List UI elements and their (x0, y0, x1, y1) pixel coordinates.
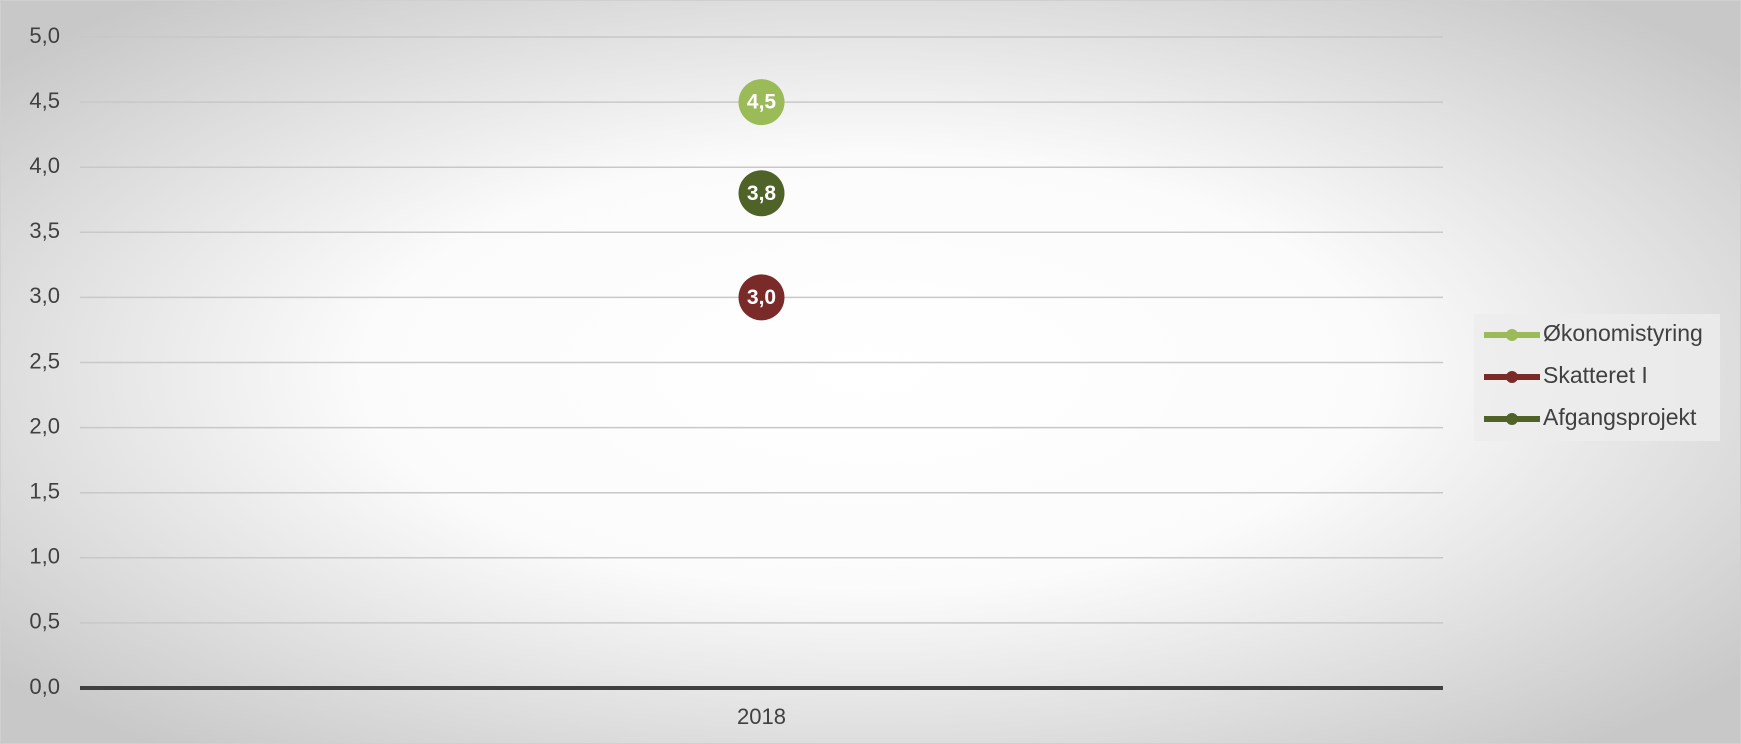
data-label: 4,5 (747, 91, 777, 114)
y-tick-label: 2,0 (29, 413, 60, 438)
y-tick-label: 5,0 (29, 23, 60, 48)
legend-marker (1506, 413, 1518, 425)
legend-marker (1506, 371, 1518, 383)
y-tick-label: 0,5 (29, 609, 60, 634)
y-tick-label: 1,5 (29, 479, 60, 504)
y-tick-label: 3,5 (29, 218, 60, 243)
point (738, 274, 785, 321)
y-tick-label: 1,0 (29, 544, 60, 569)
point (738, 79, 785, 126)
y-tick-label: 3,0 (29, 283, 60, 308)
legend-marker (1506, 329, 1518, 341)
y-tick-label: 0,0 (29, 674, 60, 699)
data-label: 3,0 (747, 286, 776, 309)
y-tick-label: 2,5 (29, 348, 60, 373)
y-tick-label: 4,0 (29, 153, 60, 178)
x-tick-label: 2018 (737, 704, 786, 729)
legend-label: Afgangsprojekt (1543, 404, 1697, 430)
point (738, 170, 785, 217)
y-tick-label: 4,5 (29, 88, 60, 113)
data-label: 3,8 (747, 182, 777, 205)
legend-label: Skatteret I (1543, 362, 1648, 388)
legend-label: Økonomistyring (1543, 320, 1703, 346)
